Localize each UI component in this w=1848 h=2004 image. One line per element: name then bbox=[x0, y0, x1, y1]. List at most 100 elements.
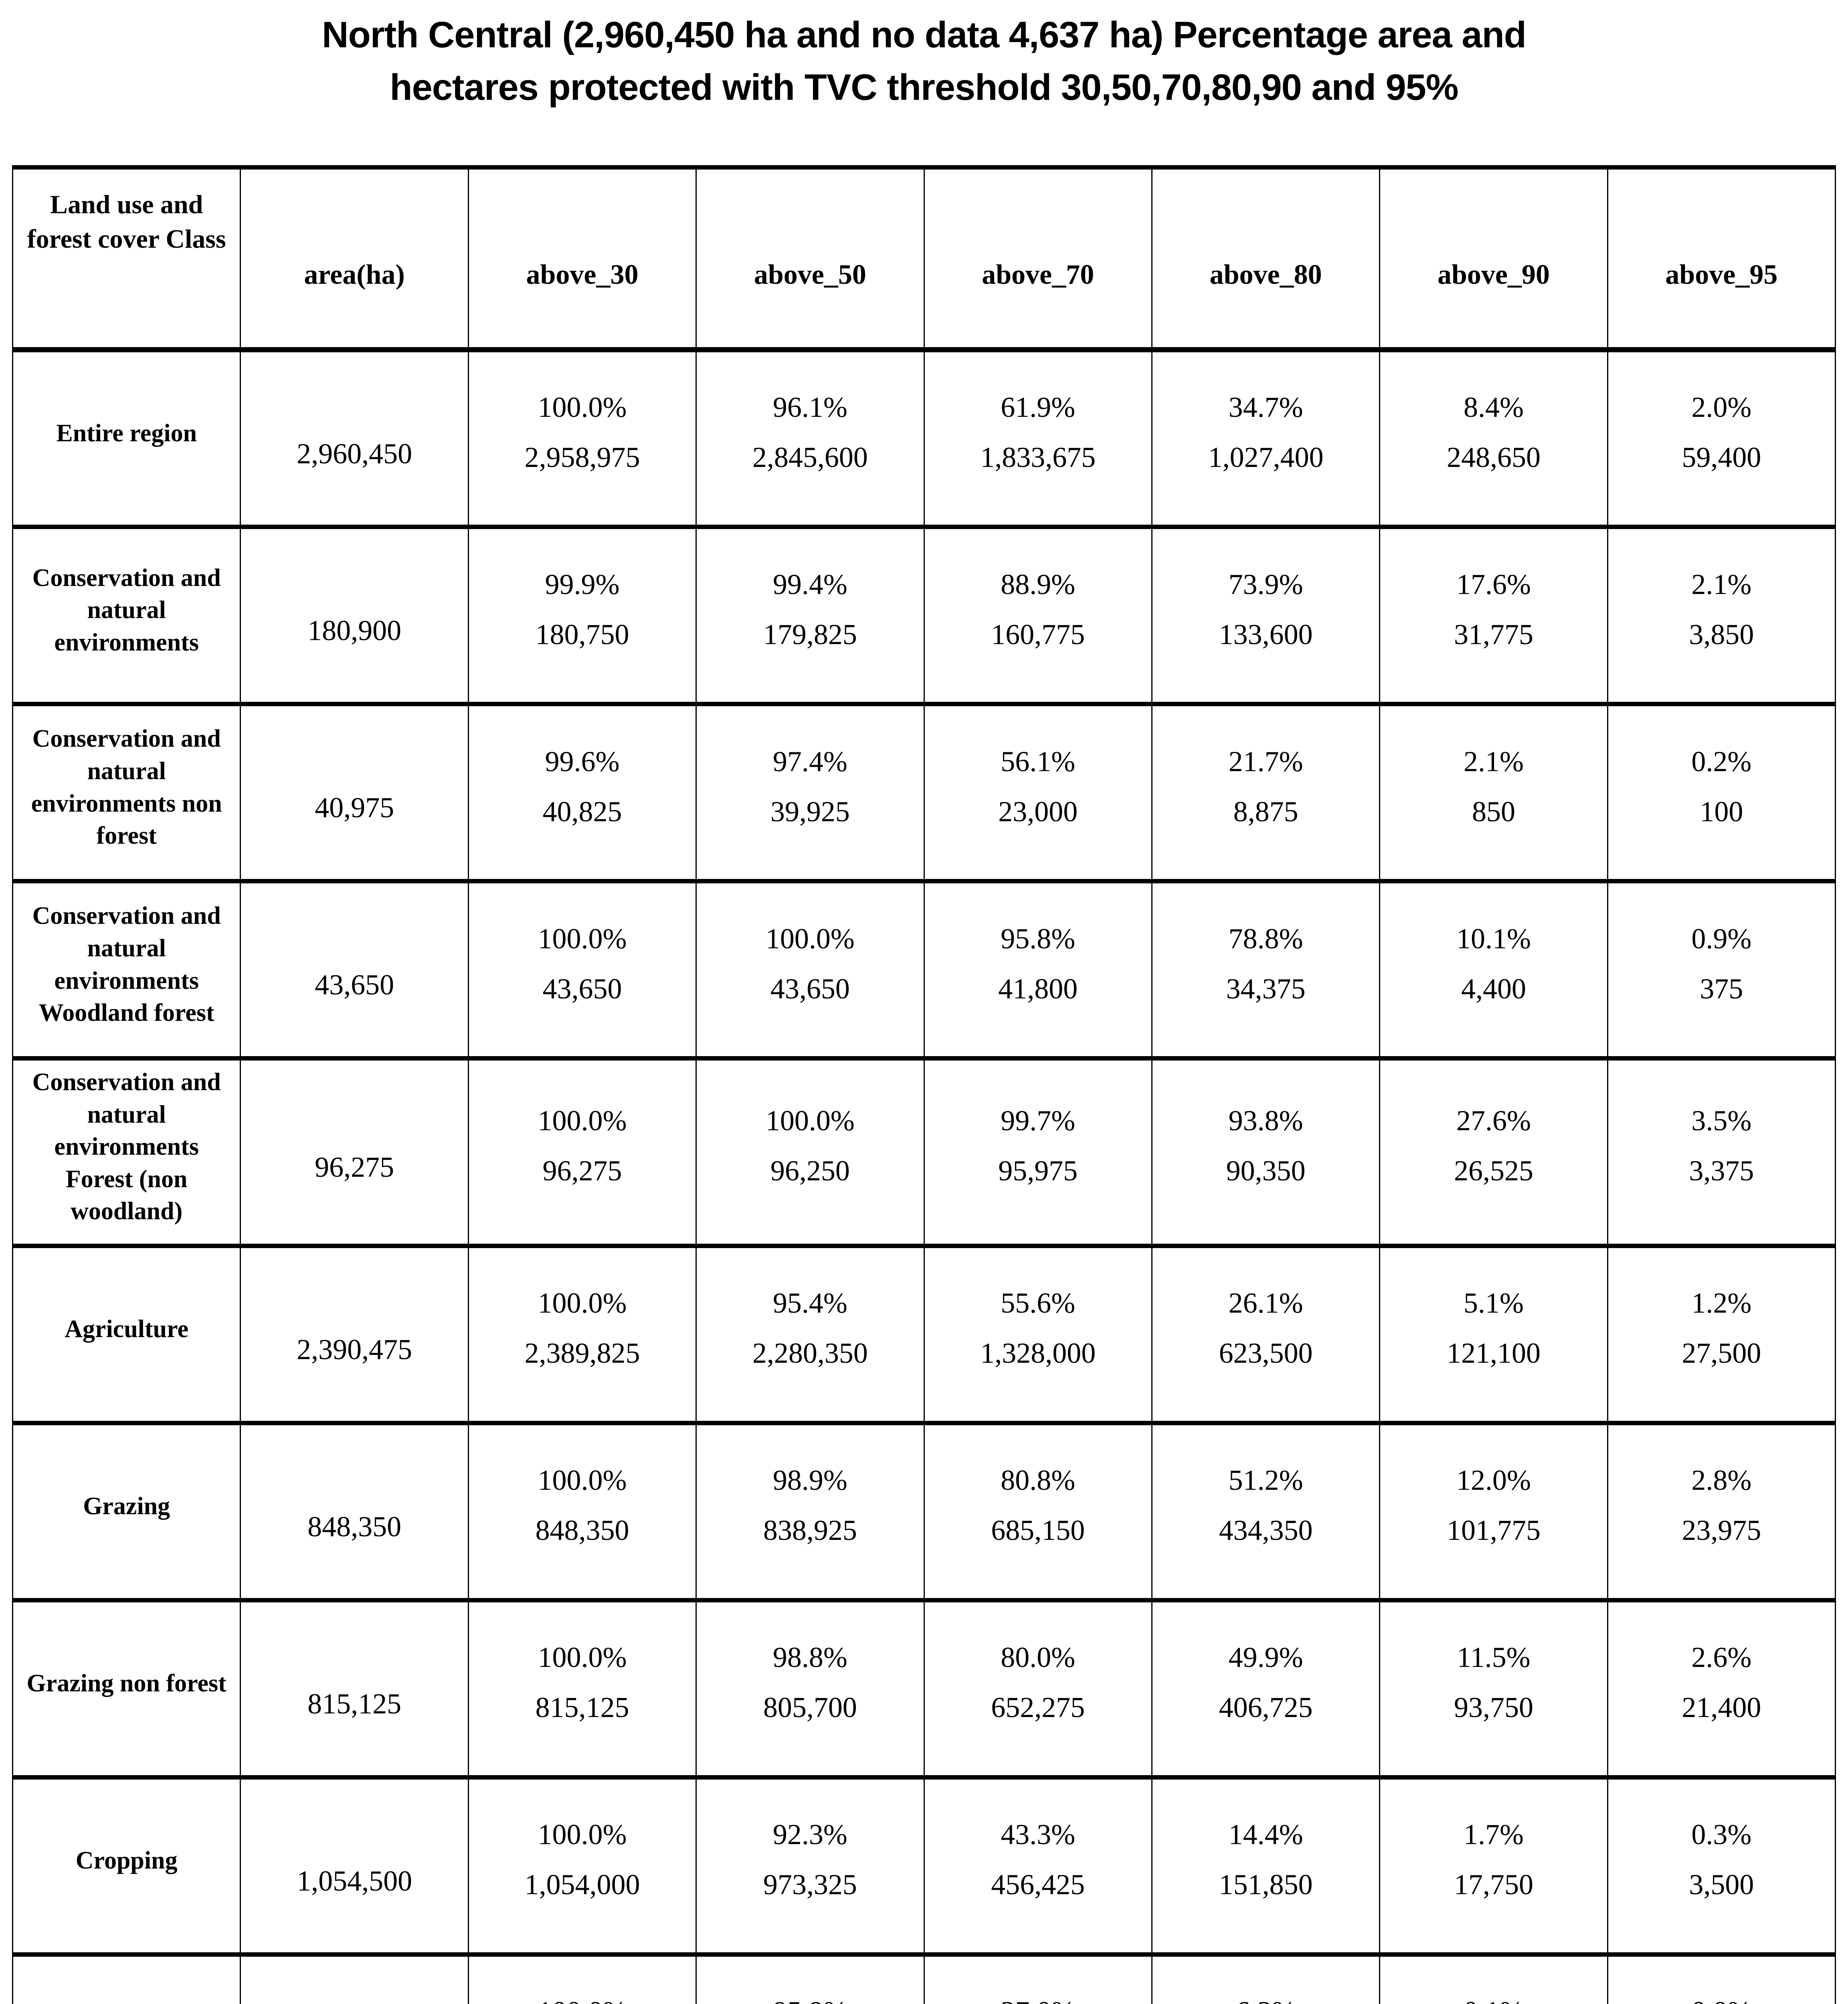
row-label: Conservation and natural environments Wo… bbox=[12, 881, 241, 1061]
column-header: area(ha) bbox=[240, 165, 469, 352]
percent-value: 0.2% bbox=[1691, 745, 1752, 778]
percent-value: 2.8% bbox=[1691, 1464, 1752, 1497]
percent-value: 100.0% bbox=[473, 1995, 691, 2004]
hectares-value: 93,750 bbox=[1454, 1691, 1533, 1724]
percent-value: 100.0% bbox=[538, 1105, 627, 1137]
hectares-value: 179,825 bbox=[763, 618, 857, 650]
data-cell: 98.9% 838,925 bbox=[696, 1422, 925, 1602]
percent-value: 98.9% bbox=[772, 1464, 847, 1497]
percent-value: 0.1% bbox=[1384, 1995, 1603, 2004]
hectares-value: 21,400 bbox=[1682, 1691, 1761, 1724]
percent-value: 51.2% bbox=[1228, 1464, 1303, 1497]
row-label: Conservation and natural environments bbox=[12, 526, 241, 706]
data-cell: 8.4% 248,650 bbox=[1379, 349, 1608, 529]
data-cell: 12.0% 101,775 bbox=[1379, 1422, 1608, 1602]
percent-value: 26.1% bbox=[1228, 1287, 1303, 1319]
data-cell: 0.0%0 bbox=[1607, 1953, 1836, 2004]
percent-value: 80.8% bbox=[1001, 1464, 1076, 1497]
percent-value: 21.7% bbox=[1228, 745, 1303, 778]
column-header: above_90 bbox=[1379, 165, 1608, 352]
percent-value: 6.3% bbox=[1157, 1995, 1375, 2004]
hectares-value: 2,845,600 bbox=[752, 441, 868, 473]
hectares-value: 40,825 bbox=[542, 795, 622, 828]
hectares-value: 59,400 bbox=[1682, 441, 1761, 473]
hectares-value: 848,350 bbox=[535, 1514, 629, 1547]
data-cell: 0.9% 375 bbox=[1607, 881, 1836, 1061]
table-row: Conservation and natural environments 180… bbox=[12, 526, 1836, 706]
percent-value: 99.7% bbox=[1001, 1105, 1076, 1137]
percent-value: 99.6% bbox=[545, 745, 620, 778]
hectares-value: 96,250 bbox=[770, 1155, 850, 1187]
data-cell: 100.0% 848,350 bbox=[467, 1422, 697, 1602]
hectares-value: 160,775 bbox=[991, 618, 1085, 650]
percent-value: 43.3% bbox=[1001, 1818, 1076, 1851]
hectares-value: 623,500 bbox=[1219, 1337, 1313, 1370]
hectares-value: 850 bbox=[1472, 795, 1515, 828]
data-cell: 3.5% 3,375 bbox=[1607, 1058, 1836, 1248]
table-row: Grazing 848,350 100.0% 848,350 98.9% 838,925 8… bbox=[12, 1422, 1836, 1602]
percent-value: 96.1% bbox=[772, 391, 847, 423]
percent-value: 80.0% bbox=[1001, 1641, 1076, 1674]
percent-value: 0.9% bbox=[1691, 922, 1752, 955]
data-cell: 100.0% 1,054,000 bbox=[467, 1776, 697, 1957]
data-cell: 37.0%176,425 bbox=[923, 1953, 1152, 2004]
data-cell: 80.0% 652,275 bbox=[923, 1599, 1152, 1780]
percent-value: 95.8% bbox=[1001, 922, 1076, 955]
percent-value: 0.0% bbox=[1612, 1995, 1831, 2004]
percent-value: 27.6% bbox=[1456, 1105, 1531, 1137]
hectares-value: 456,425 bbox=[991, 1869, 1085, 1901]
row-label: Grazing non forest bbox=[12, 1599, 241, 1780]
data-cell: 43.3% 456,425 bbox=[923, 1776, 1152, 1957]
data-cell: 26.1% 623,500 bbox=[1151, 1245, 1381, 1425]
data-cell: 0.2% 100 bbox=[1607, 703, 1836, 883]
percent-value: 100.0% bbox=[765, 922, 855, 955]
hectares-value: 375 bbox=[1700, 972, 1743, 1005]
percent-value: 49.9% bbox=[1228, 1641, 1303, 1674]
column-header: above_95 bbox=[1607, 165, 1836, 352]
percent-value: 0.3% bbox=[1691, 1818, 1752, 1851]
data-cell: 98.8% 805,700 bbox=[696, 1599, 925, 1780]
percent-value: 88.9% bbox=[1001, 568, 1076, 600]
percent-value: 98.8% bbox=[772, 1641, 847, 1674]
percent-value: 34.7% bbox=[1228, 391, 1303, 423]
hectares-value: 248,650 bbox=[1446, 441, 1541, 473]
percent-value: 100.0% bbox=[538, 922, 627, 955]
title-line-1: North Central (2,960,450 ha and no data … bbox=[322, 14, 1527, 55]
hectares-value: 180,750 bbox=[535, 618, 629, 650]
hectares-value: 39,925 bbox=[770, 795, 850, 828]
data-cell: 100.0% 43,650 bbox=[467, 881, 697, 1061]
data-cell: 0.3% 3,500 bbox=[1607, 1776, 1836, 1957]
percent-value: 100.0% bbox=[765, 1105, 855, 1137]
hectares-value: 1,833,675 bbox=[980, 441, 1096, 473]
percent-value: 12.0% bbox=[1456, 1464, 1531, 1497]
data-cell: 96.1% 2,845,600 bbox=[696, 349, 925, 529]
percent-value: 99.4% bbox=[772, 568, 847, 600]
data-cell: 51.2% 434,350 bbox=[1151, 1422, 1381, 1602]
percent-value: 100.0% bbox=[538, 1464, 627, 1497]
data-cell: 56.1% 23,000 bbox=[923, 703, 1152, 883]
hectares-value: 90,350 bbox=[1226, 1155, 1306, 1187]
hectares-value: 1,328,000 bbox=[980, 1337, 1096, 1370]
hectares-value: 8,875 bbox=[1233, 795, 1298, 828]
percent-value: 97.4% bbox=[772, 745, 847, 778]
data-cell: 2.1% 850 bbox=[1379, 703, 1608, 883]
hectares-value: 805,700 bbox=[763, 1691, 857, 1724]
hectares-value: 2,280,350 bbox=[752, 1337, 868, 1370]
row-label: Irrigation bbox=[12, 1953, 241, 2004]
hectares-value: 41,800 bbox=[998, 972, 1078, 1005]
percent-value: 61.9% bbox=[1001, 391, 1076, 423]
table-row: Conservation and natural environments no… bbox=[12, 703, 1836, 883]
table-row: Grazing non forest 815,125 100.0% 815,125 98… bbox=[12, 1599, 1836, 1780]
hectares-value: 2,958,975 bbox=[524, 441, 640, 473]
header-row: Land use and forest cover Class area(ha) a… bbox=[12, 165, 1836, 352]
hectares-value: 1,027,400 bbox=[1208, 441, 1324, 473]
data-cell: 88.9% 160,775 bbox=[923, 526, 1152, 706]
hectares-value: 101,775 bbox=[1446, 1514, 1541, 1547]
percent-value: 5.1% bbox=[1463, 1287, 1524, 1319]
percent-value: 100.0% bbox=[538, 1641, 627, 1674]
hectares-value: 838,925 bbox=[763, 1514, 857, 1547]
hectares-value: 121,100 bbox=[1446, 1337, 1541, 1370]
hectares-value: 23,000 bbox=[998, 795, 1078, 828]
data-cell: 6.3%30,225 bbox=[1151, 1953, 1381, 2004]
data-cell: 95.9%457,050 bbox=[696, 1953, 925, 2004]
